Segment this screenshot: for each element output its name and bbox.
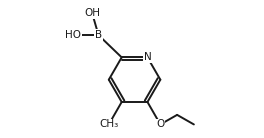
Text: N: N: [144, 52, 151, 62]
Text: HO: HO: [65, 30, 81, 40]
Text: B: B: [95, 30, 102, 40]
Text: OH: OH: [84, 8, 100, 18]
Text: O: O: [156, 119, 164, 129]
Text: CH₃: CH₃: [99, 119, 119, 129]
